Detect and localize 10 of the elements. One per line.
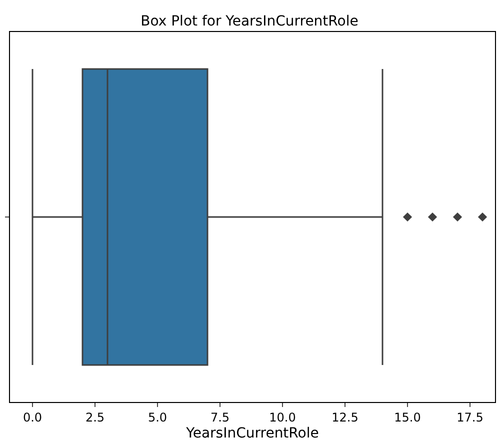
x-tick-label: 0.0 (22, 410, 42, 424)
x-tick-label: 17.5 (456, 410, 484, 424)
x-tick-label: 15.0 (394, 410, 421, 424)
chart-title: Box Plot for YearsInCurrentRole (140, 13, 358, 30)
x-tick-label: 5.0 (148, 410, 168, 424)
x-tick-label: 10.0 (269, 410, 296, 424)
x-axis-title: YearsInCurrentRole (185, 426, 319, 442)
x-tick-label: 12.5 (332, 410, 358, 424)
x-tick-label: 2.5 (85, 410, 105, 424)
x-tick-label: 7.5 (210, 410, 230, 424)
